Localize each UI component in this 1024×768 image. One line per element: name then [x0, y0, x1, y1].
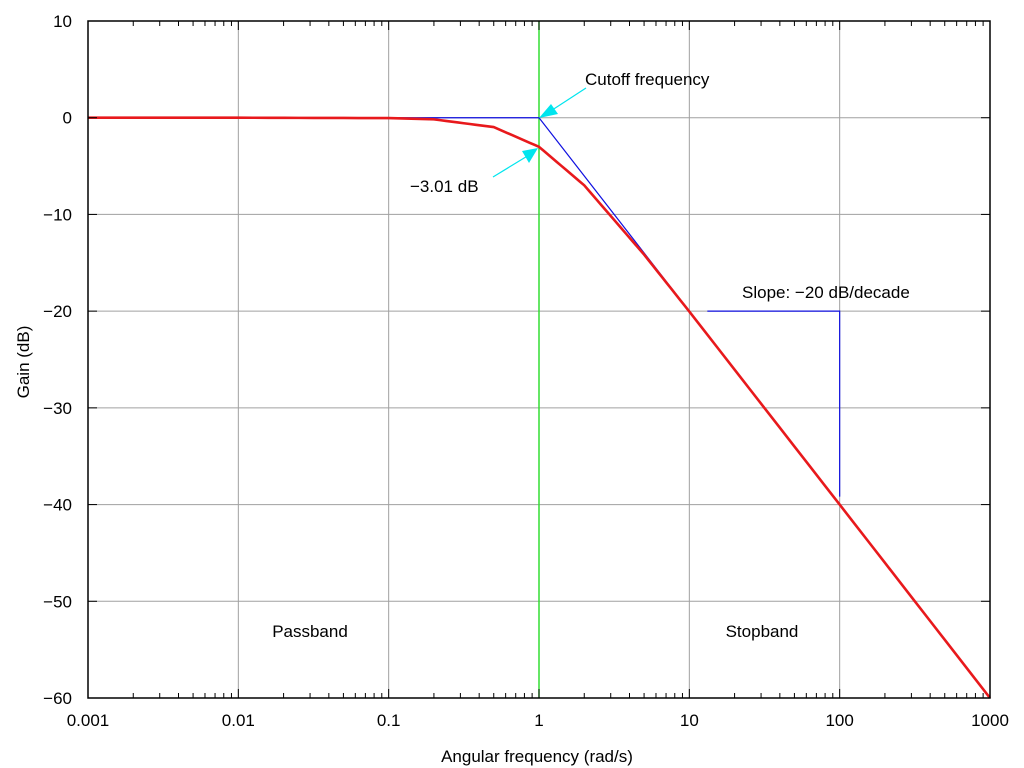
y-tick-label: −30: [43, 399, 72, 418]
y-tick-label: −40: [43, 496, 72, 515]
response-layer: [88, 116, 992, 699]
x-tick-label: 100: [825, 711, 853, 730]
stopband-label: Stopband: [726, 622, 799, 641]
minus3db-annotation-arrowhead: [522, 148, 538, 163]
y-tick-label: −20: [43, 302, 72, 321]
y-tick-label: −60: [43, 689, 72, 708]
x-tick-label: 0.01: [222, 711, 255, 730]
y-tick-label: 0: [63, 109, 72, 128]
y-tick-label: −10: [43, 205, 72, 224]
x-axis-label: Angular frequency (rad/s): [441, 747, 633, 766]
x-tick-label: 0.001: [67, 711, 110, 730]
y-axis-label: Gain (dB): [14, 326, 33, 399]
cutoff-annotation-label: Cutoff frequency: [585, 70, 710, 89]
minus3db-annotation-label: −3.01 dB: [410, 177, 479, 196]
x-tick-label: 1: [534, 711, 543, 730]
passband-label: Passband: [272, 622, 348, 641]
slope-indicator: [707, 310, 841, 497]
y-tick-labels: 10 0 −10 −20 −30 −40 −50 −60: [43, 12, 72, 708]
response-curve: [88, 116, 992, 699]
y-tick-label: 10: [53, 12, 72, 31]
cutoff-annotation-arrowhead: [539, 104, 558, 118]
x-tick-label: 10: [680, 711, 699, 730]
x-tick-labels: 0.001 0.01 0.1 1 10 100 1000: [67, 711, 1009, 730]
tick-marks: [87, 20, 991, 699]
slope-annotation-label: Slope: −20 dB/decade: [742, 283, 910, 302]
x-tick-label: 0.1: [377, 711, 401, 730]
y-tick-label: −50: [43, 592, 72, 611]
x-tick-label: 1000: [971, 711, 1009, 730]
annotations: Cutoff frequency −3.01 dB Slope: −20 dB/…: [272, 70, 910, 641]
